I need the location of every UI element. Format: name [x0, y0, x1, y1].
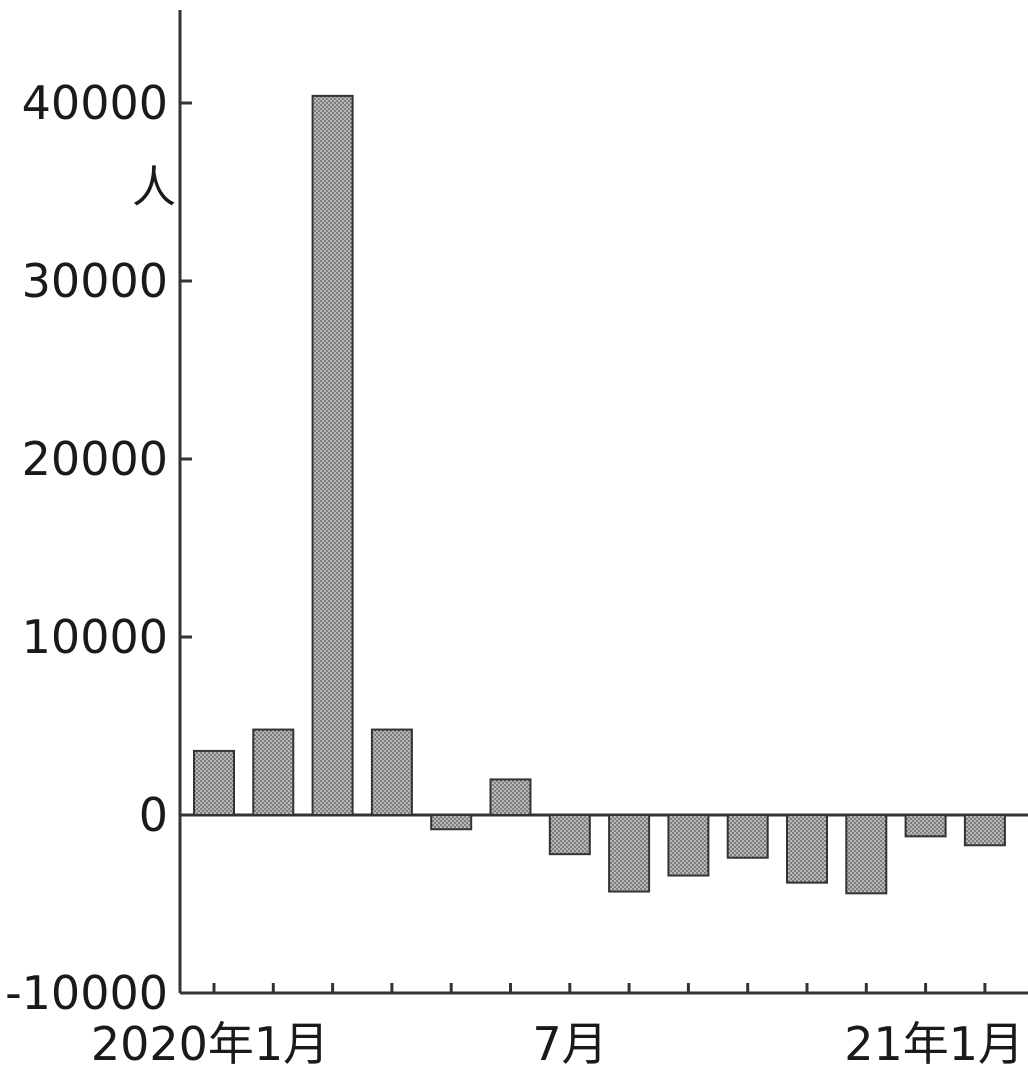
x-tick-label: 7月 — [532, 1017, 607, 1071]
bar-2020-01 — [193, 749, 235, 816]
bar-2020-11 — [786, 814, 828, 884]
x-tick-label: 2020年1月 — [91, 1017, 329, 1071]
y-tick-label: 40000 — [22, 76, 168, 130]
bar-2021-01 — [904, 814, 947, 838]
bar-2020-05 — [430, 814, 473, 831]
bar-2020-12 — [845, 814, 888, 895]
bar-2020-08 — [608, 814, 651, 893]
bar-2020-09 — [667, 814, 710, 877]
bar-2020-10 — [726, 814, 769, 859]
y-tick-label: 30000 — [22, 254, 168, 308]
bar-2021-02 — [963, 814, 1006, 847]
bar-2020-04 — [370, 728, 413, 816]
y-unit-label: 人 — [132, 162, 176, 213]
y-axis: 40000 30000 20000 10000 0 -10000 — [5, 10, 1028, 1020]
bar-2020-03 — [311, 94, 354, 816]
y-tick-label: 20000 — [22, 432, 168, 486]
y-tick-label: -10000 — [5, 966, 168, 1020]
y-tick-label: 0 — [139, 788, 168, 842]
bar-2020-02 — [252, 728, 295, 816]
y-tick-label: 10000 — [22, 610, 168, 664]
bar-2020-07 — [548, 814, 591, 856]
x-tick-label: 21年1月 — [844, 1017, 1024, 1071]
x-axis: 2020年1月 7月 21年1月 — [91, 983, 1028, 1071]
bars — [193, 94, 1006, 895]
bar-2020-06 — [489, 778, 532, 817]
